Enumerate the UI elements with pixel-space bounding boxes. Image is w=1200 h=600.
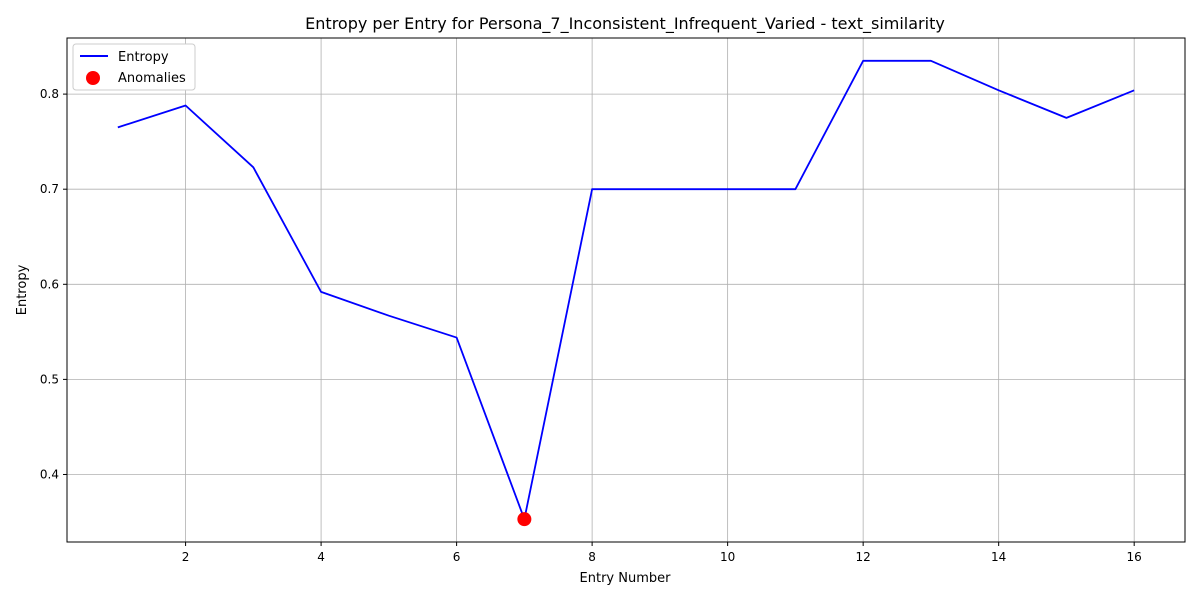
series <box>117 59 1135 527</box>
plot-area-frame <box>66 37 1186 543</box>
grid <box>67 38 1185 542</box>
anomaly-point <box>517 512 532 527</box>
legend: Entropy Anomalies <box>72 43 196 91</box>
x-tick-label: 14 <box>991 550 1006 564</box>
y-tick-label: 0.6 <box>40 277 59 291</box>
x-tick-label: 8 <box>588 550 596 564</box>
legend-anomalies-marker <box>86 71 100 85</box>
x-tick-label: 4 <box>317 550 325 564</box>
y-tick-label: 0.8 <box>40 87 59 101</box>
x-tick-label: 10 <box>720 550 735 564</box>
y-tick-label: 0.7 <box>40 182 59 196</box>
legend-entropy-label: Entropy <box>118 50 169 65</box>
x-tick-label: 12 <box>856 550 871 564</box>
x-tick-label: 2 <box>182 550 190 564</box>
entropy-line <box>117 59 1135 521</box>
y-tick-label: 0.4 <box>40 467 59 481</box>
y-axis-label: Entropy <box>15 264 30 315</box>
x-tick-label: 16 <box>1127 550 1142 564</box>
x-axis-label: Entry Number <box>580 571 672 586</box>
chart-title: Entropy per Entry for Persona_7_Inconsis… <box>305 14 945 34</box>
x-tick-label: 6 <box>453 550 461 564</box>
y-tick-label: 0.5 <box>40 372 59 386</box>
legend-anomalies-label: Anomalies <box>118 71 186 86</box>
axis-ticks: 2 4 6 8 10 12 14 16 0.4 0.5 0.6 0.7 0.8 <box>40 87 1142 564</box>
